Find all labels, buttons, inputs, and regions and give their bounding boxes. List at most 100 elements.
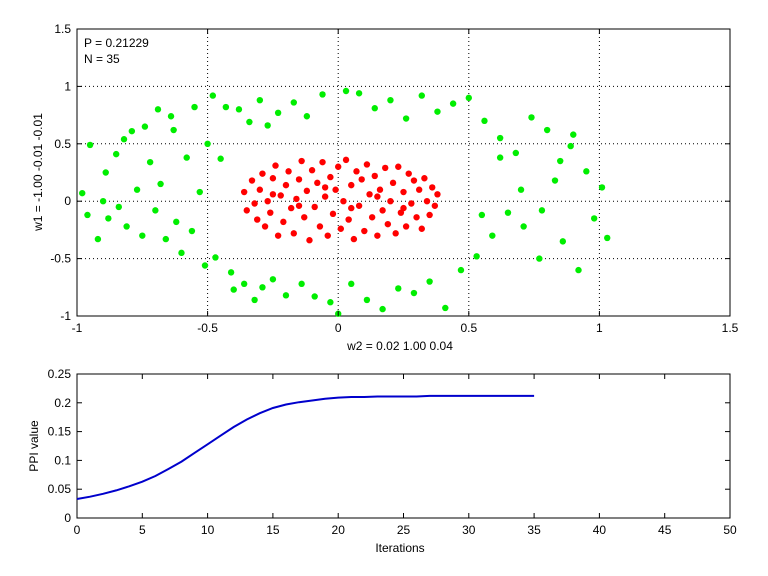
red-point — [348, 204, 355, 212]
red-point — [251, 200, 258, 207]
green-point — [551, 177, 559, 184]
red-point — [366, 191, 373, 198]
green-point — [496, 154, 504, 161]
annotation-p: P = 0.21229 — [84, 36, 149, 50]
green-point — [473, 253, 480, 260]
red-point — [358, 176, 365, 183]
red-point — [295, 176, 303, 183]
green-point — [575, 266, 582, 274]
green-point — [217, 155, 224, 162]
red-point — [418, 225, 425, 232]
green-point — [512, 149, 520, 157]
line-x-tick-label: 15 — [266, 523, 280, 537]
red-point — [408, 200, 415, 207]
red-point — [280, 218, 287, 226]
green-point — [157, 180, 164, 188]
green-point — [395, 285, 402, 292]
red-point — [368, 214, 376, 221]
green-point — [387, 96, 394, 104]
green-point — [583, 168, 590, 175]
scatter-y-tick-label: 0.5 — [54, 137, 71, 151]
annotation-n: N = 35 — [84, 52, 120, 66]
green-point — [133, 186, 141, 193]
line-x-tick-label: 45 — [658, 523, 672, 537]
red-point — [355, 202, 363, 209]
red-point — [290, 230, 297, 237]
scatter-panel: -1 -0.5 0 0.5 1 1.5 -1 -0.5 0 0.5 1 1.5 P = 0.2122… — [31, 22, 739, 353]
red-point — [308, 167, 316, 174]
green-point — [557, 157, 564, 165]
red-point — [256, 186, 264, 193]
scatter-y-tick-label: 1 — [64, 79, 71, 93]
green-point — [86, 141, 94, 149]
red-point — [371, 172, 378, 180]
red-point — [405, 170, 412, 177]
ppi-curve — [76, 394, 535, 500]
green-point — [355, 90, 363, 97]
green-point — [196, 188, 203, 196]
red-point — [316, 223, 324, 230]
green-point — [191, 103, 198, 111]
green-point — [105, 215, 112, 222]
red-point — [287, 204, 295, 212]
green-point — [120, 136, 128, 143]
line-y-tick-label: 0.05 — [48, 482, 72, 496]
line-x-tick-label: 40 — [593, 523, 607, 537]
green-point — [94, 235, 102, 243]
green-point — [102, 169, 109, 176]
green-point — [410, 289, 418, 297]
red-point — [259, 170, 266, 177]
red-point — [402, 223, 410, 230]
red-point — [342, 156, 350, 164]
green-point — [222, 103, 230, 111]
red-point — [243, 207, 250, 214]
green-point — [178, 249, 185, 257]
red-point — [261, 223, 269, 230]
line-x-tick-label: 0 — [74, 523, 81, 537]
green-point — [170, 126, 177, 134]
red-point — [248, 177, 256, 184]
green-point — [230, 286, 237, 293]
red-point — [264, 198, 271, 205]
green-point — [115, 203, 122, 211]
line-y-tick-label: 0.2 — [54, 396, 71, 410]
green-point — [152, 207, 159, 214]
red-point — [413, 214, 420, 221]
red-point — [293, 195, 300, 203]
green-point — [327, 299, 334, 306]
red-point — [434, 191, 441, 198]
green-point — [227, 269, 235, 276]
line-panel: 0 5 10 15 20 25 30 35 40 45 50 0 0.05 0.1 0.15 0.2 0.25… — [27, 367, 737, 555]
red-point — [379, 207, 386, 214]
red-point — [329, 210, 337, 218]
red-point — [350, 235, 358, 243]
green-point — [298, 280, 305, 288]
line-x-tick-label: 30 — [462, 523, 476, 537]
line-y-tick-label: 0.15 — [48, 425, 72, 439]
red-point — [421, 175, 428, 182]
scatter-y-label: w1 = -1.00 -0.01 -0.01 — [31, 113, 45, 232]
red-point — [282, 181, 290, 189]
green-point — [434, 108, 441, 115]
red-point — [431, 202, 439, 209]
green-point — [496, 134, 504, 142]
green-point — [235, 106, 243, 113]
green-point — [342, 87, 350, 95]
green-point — [570, 131, 577, 138]
green-point — [282, 292, 290, 299]
green-point — [79, 189, 86, 197]
red-point — [321, 193, 329, 200]
scatter-y-tick-label: -1 — [60, 309, 71, 323]
red-point — [327, 173, 334, 181]
green-point — [449, 100, 457, 107]
line-y-label: PPI value — [27, 420, 41, 472]
line-x-tick-label: 10 — [201, 523, 215, 537]
green-point — [123, 223, 130, 230]
scatter-grid — [77, 29, 730, 316]
green-point — [363, 296, 371, 304]
red-point — [382, 164, 389, 172]
red-point — [254, 216, 261, 223]
line-plot-area — [76, 373, 731, 519]
green-point — [141, 123, 149, 130]
